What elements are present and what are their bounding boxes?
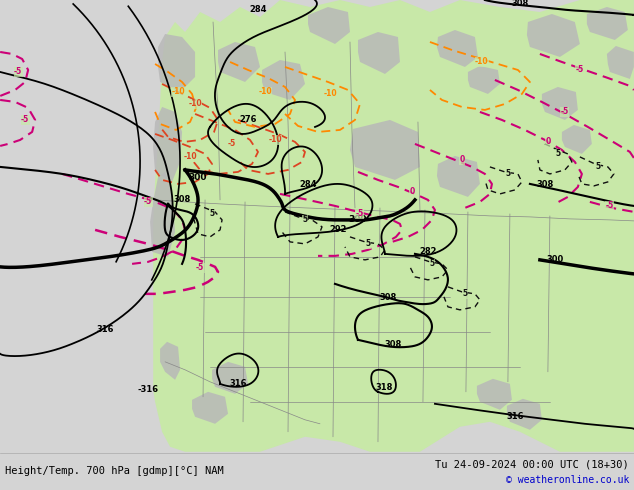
Text: 5: 5 — [555, 149, 560, 158]
Text: -5: -5 — [228, 140, 236, 148]
Text: Height/Temp. 700 hPa [gdmp][°C] NAM: Height/Temp. 700 hPa [gdmp][°C] NAM — [5, 466, 224, 476]
Polygon shape — [150, 172, 175, 257]
Text: 300: 300 — [189, 173, 207, 182]
Text: 0: 0 — [545, 137, 550, 147]
Text: 318: 318 — [375, 383, 392, 392]
Text: 276: 276 — [239, 115, 257, 124]
Text: 316: 316 — [230, 379, 247, 388]
Text: 316: 316 — [506, 412, 524, 421]
Polygon shape — [468, 66, 500, 94]
Polygon shape — [607, 46, 634, 79]
Text: -10: -10 — [323, 90, 337, 98]
Text: 308: 308 — [379, 293, 397, 302]
Polygon shape — [262, 60, 305, 100]
Polygon shape — [527, 14, 580, 57]
Text: 308: 308 — [536, 180, 553, 189]
Polygon shape — [350, 120, 420, 180]
Text: -10: -10 — [171, 87, 185, 97]
Text: 5: 5 — [302, 216, 307, 224]
Polygon shape — [218, 42, 260, 82]
Text: 0: 0 — [459, 155, 465, 165]
Text: 5: 5 — [365, 240, 370, 248]
Text: -5: -5 — [605, 201, 614, 210]
Text: 308: 308 — [384, 340, 401, 349]
Text: 300: 300 — [547, 255, 564, 264]
Text: -316: -316 — [138, 385, 158, 394]
Polygon shape — [587, 7, 628, 40]
Text: -5: -5 — [21, 116, 29, 124]
Text: 0: 0 — [410, 187, 415, 196]
Text: 284: 284 — [299, 180, 317, 189]
Polygon shape — [542, 87, 578, 120]
Polygon shape — [0, 0, 152, 452]
Text: 284: 284 — [249, 5, 267, 14]
Polygon shape — [477, 379, 512, 410]
Text: 5: 5 — [462, 290, 467, 298]
Polygon shape — [160, 342, 180, 380]
Text: 308: 308 — [174, 195, 191, 204]
Text: 5: 5 — [505, 170, 510, 178]
Polygon shape — [192, 392, 228, 424]
Text: 300: 300 — [349, 215, 367, 224]
Text: -5: -5 — [14, 68, 22, 76]
Text: 308: 308 — [511, 0, 529, 8]
Text: -10: -10 — [258, 87, 272, 97]
Polygon shape — [358, 32, 400, 74]
Text: 316: 316 — [96, 325, 114, 334]
Text: -10: -10 — [475, 57, 489, 67]
Text: -10: -10 — [183, 152, 197, 161]
Polygon shape — [148, 0, 634, 452]
Text: 282: 282 — [419, 247, 437, 256]
Polygon shape — [308, 7, 350, 44]
Text: -5: -5 — [144, 197, 152, 206]
Text: © weatheronline.co.uk: © weatheronline.co.uk — [506, 475, 629, 485]
Polygon shape — [507, 399, 542, 430]
Text: -10: -10 — [188, 99, 202, 108]
Text: 5: 5 — [595, 162, 600, 171]
Text: 5: 5 — [429, 259, 434, 269]
Text: -5: -5 — [576, 66, 584, 74]
Polygon shape — [153, 107, 182, 182]
Text: 5: 5 — [209, 209, 215, 219]
Polygon shape — [437, 156, 480, 197]
Text: 292: 292 — [329, 225, 347, 234]
Text: -5: -5 — [196, 263, 204, 272]
Polygon shape — [158, 34, 195, 92]
Polygon shape — [212, 362, 248, 394]
Polygon shape — [437, 30, 478, 67]
Text: -10: -10 — [268, 135, 282, 145]
Polygon shape — [562, 125, 592, 154]
Text: -5: -5 — [356, 209, 364, 219]
Text: Tu 24-09-2024 00:00 UTC (18+30): Tu 24-09-2024 00:00 UTC (18+30) — [436, 460, 629, 470]
Text: -5: -5 — [560, 107, 569, 117]
